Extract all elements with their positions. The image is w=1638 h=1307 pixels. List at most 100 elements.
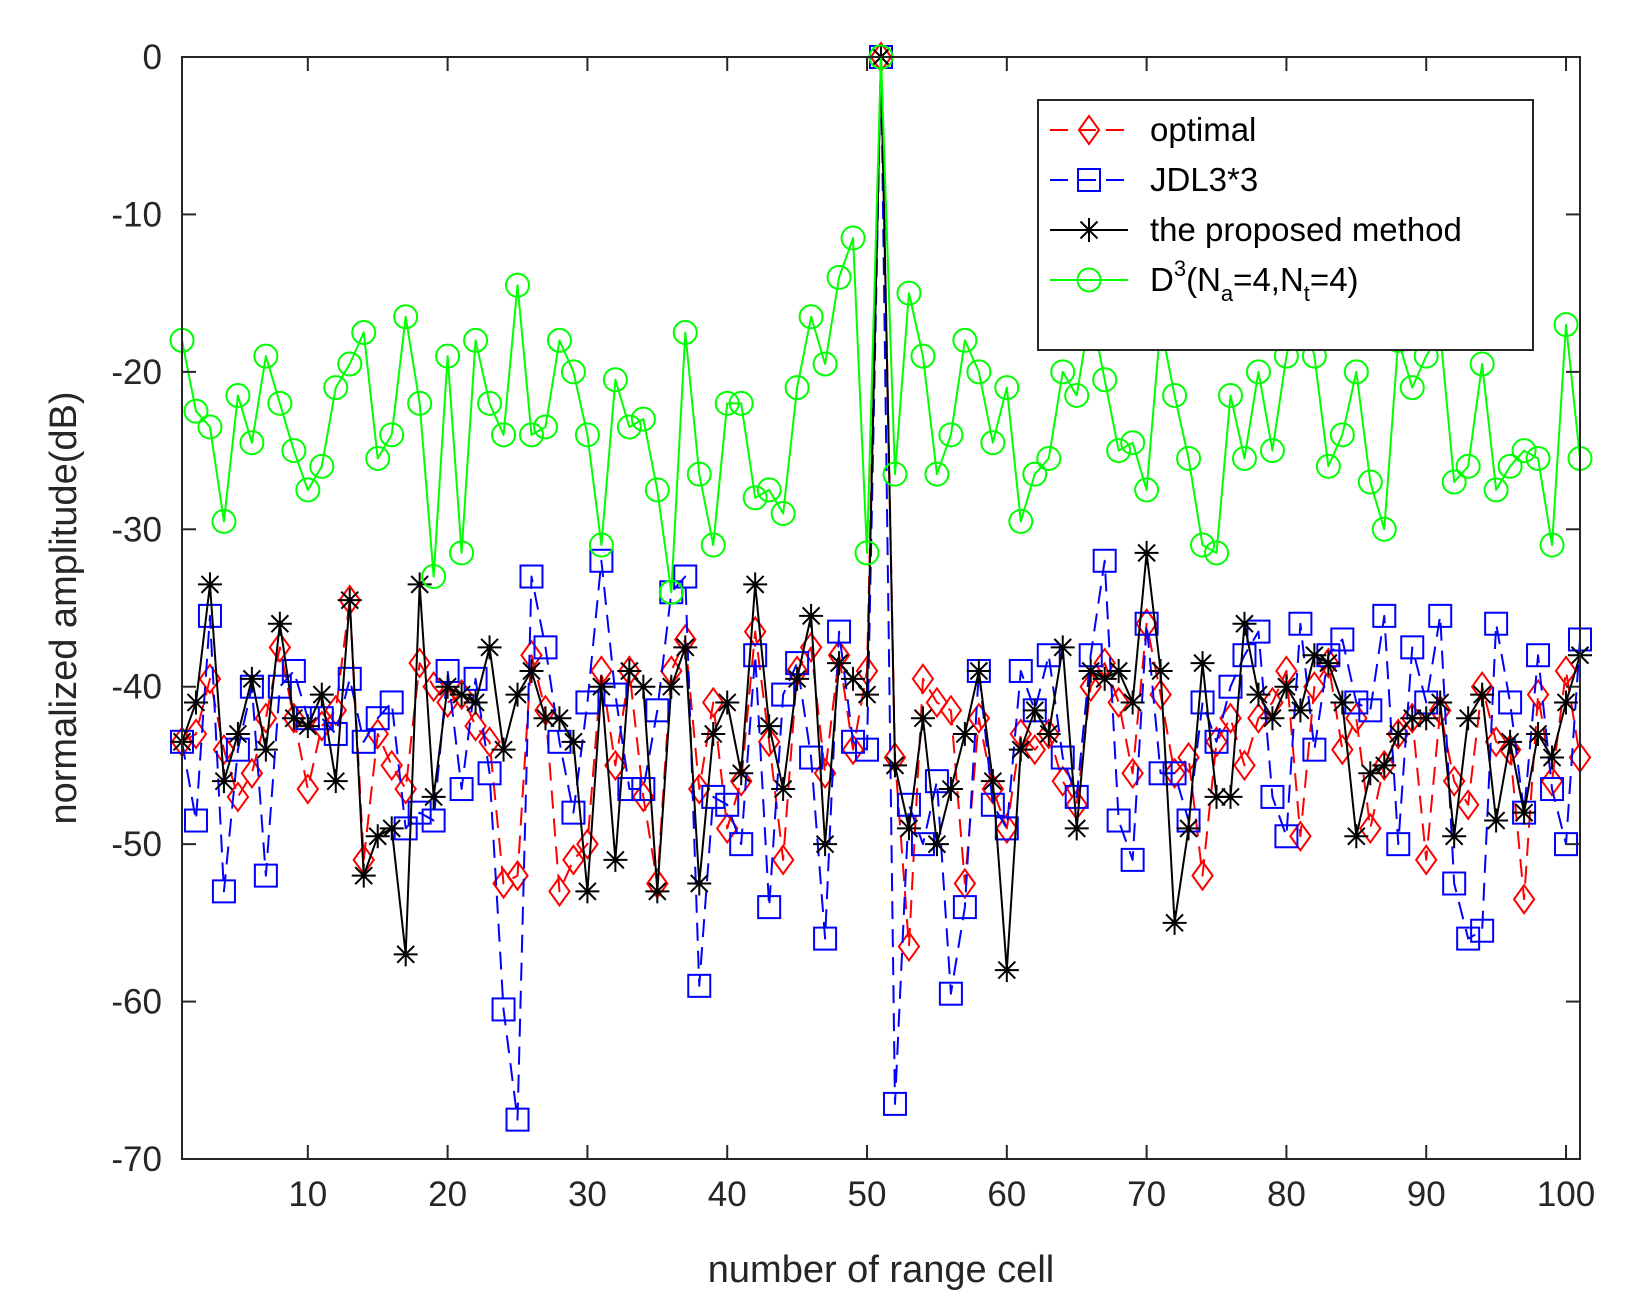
data-point-d-3-n-a-4-n-t-4 xyxy=(658,579,684,605)
data-point-jdl3-3 xyxy=(1190,690,1215,715)
data-point-d-3-n-a-4-n-t-4 xyxy=(225,382,251,408)
series-the-proposed-method xyxy=(170,45,1592,983)
data-point-jdl3-3 xyxy=(1274,824,1299,849)
data-point-jdl3-3 xyxy=(715,792,740,817)
data-point-the-proposed-method xyxy=(407,572,432,597)
data-point-d-3-n-a-4-n-t-4 xyxy=(532,414,558,440)
legend-label: JDL3*3 xyxy=(1150,161,1258,198)
data-point-d-3-n-a-4-n-t-4 xyxy=(1371,516,1397,542)
x-tick-label: 90 xyxy=(1407,1175,1446,1214)
data-point-jdl3-3 xyxy=(687,973,712,998)
data-point-d-3-n-a-4-n-t-4 xyxy=(1553,312,1579,338)
data-point-jdl3-3 xyxy=(477,761,502,786)
data-point-the-proposed-method xyxy=(1120,690,1145,715)
data-point-the-proposed-method xyxy=(1092,666,1117,691)
data-point-jdl3-3 xyxy=(267,674,292,699)
data-point-d-3-n-a-4-n-t-4 xyxy=(1469,351,1495,377)
data-point-optimal xyxy=(1121,757,1144,790)
legend-item-the-proposed-method: the proposed method xyxy=(1050,211,1462,248)
data-point-optimal xyxy=(1456,789,1480,821)
data-point-d-3-n-a-4-n-t-4 xyxy=(1315,453,1341,479)
data-point-jdl3-3 xyxy=(1498,690,1523,715)
data-point-the-proposed-method xyxy=(519,658,544,683)
x-tick-label: 50 xyxy=(848,1175,887,1214)
data-point-optimal xyxy=(268,631,292,664)
data-point-the-proposed-method xyxy=(673,635,698,660)
data-point-d-3-n-a-4-n-t-4 xyxy=(1525,445,1551,471)
data-point-optimal xyxy=(757,726,781,758)
data-point-d-3-n-a-4-n-t-4 xyxy=(1511,438,1537,464)
data-point-jdl3-3 xyxy=(1162,761,1187,786)
data-point-d-3-n-a-4-n-t-4 xyxy=(700,532,726,558)
data-point-the-proposed-method xyxy=(575,879,600,904)
data-point-jdl3-3 xyxy=(407,800,432,825)
data-point-d-3-n-a-4-n-t-4 xyxy=(1329,422,1355,448)
y-tick-label: -10 xyxy=(111,195,162,234)
y-tick-label: -60 xyxy=(111,983,162,1022)
data-point-d-3-n-a-4-n-t-4 xyxy=(1204,540,1230,566)
data-point-d-3-n-a-4-n-t-4 xyxy=(728,390,754,416)
data-point-the-proposed-method xyxy=(924,832,949,857)
data-point-the-proposed-method xyxy=(1246,682,1271,707)
data-point-jdl3-3 xyxy=(1428,603,1453,628)
data-point-d-3-n-a-4-n-t-4 xyxy=(686,461,712,487)
data-point-the-proposed-method xyxy=(687,871,712,896)
data-point-jdl3-3 xyxy=(813,926,838,951)
data-point-jdl3-3 xyxy=(1106,808,1131,833)
data-point-d-3-n-a-4-n-t-4 xyxy=(840,225,866,251)
legend-marker xyxy=(1077,114,1101,146)
data-point-d-3-n-a-4-n-t-4 xyxy=(882,461,908,487)
data-point-d-3-n-a-4-n-t-4 xyxy=(1497,453,1523,479)
data-point-d-3-n-a-4-n-t-4 xyxy=(211,508,237,534)
data-point-optimal xyxy=(1233,749,1256,782)
data-point-optimal xyxy=(408,647,431,679)
data-point-optimal xyxy=(729,765,753,797)
data-point-d-3-n-a-4-n-t-4 xyxy=(309,453,335,479)
x-axis-title: number of range cell xyxy=(708,1249,1054,1291)
data-point-the-proposed-method xyxy=(211,769,236,794)
data-point-jdl3-3 xyxy=(1246,619,1271,644)
legend-item-jdl3-3: JDL3*3 xyxy=(1050,161,1258,198)
data-point-d-3-n-a-4-n-t-4 xyxy=(1218,382,1243,408)
data-point-d-3-n-a-4-n-t-4 xyxy=(435,343,461,369)
data-point-d-3-n-a-4-n-t-4 xyxy=(463,327,489,353)
data-point-the-proposed-method xyxy=(701,721,726,746)
data-point-optimal xyxy=(701,686,725,719)
data-point-jdl3-3 xyxy=(1092,548,1117,573)
legend: optimal JDL3*3 the proposed method D3(Na=4,… xyxy=(1037,99,1534,351)
data-point-the-proposed-method xyxy=(659,674,684,699)
data-point-jdl3-3 xyxy=(952,895,977,920)
data-point-d-3-n-a-4-n-t-4 xyxy=(770,501,796,527)
data-point-jdl3-3 xyxy=(1526,643,1551,668)
data-point-jdl3-3 xyxy=(1484,611,1509,636)
data-point-the-proposed-method xyxy=(1428,690,1453,715)
data-point-jdl3-3 xyxy=(1540,777,1565,802)
data-point-the-proposed-method xyxy=(337,588,362,613)
y-tick-label: 0 xyxy=(143,38,162,77)
data-point-the-proposed-method xyxy=(813,832,838,857)
data-point-d-3-n-a-4-n-t-4 xyxy=(910,343,936,369)
data-point-optimal xyxy=(310,710,334,742)
data-point-d-3-n-a-4-n-t-4 xyxy=(602,367,628,393)
y-tick-label: -50 xyxy=(111,825,162,864)
data-point-jdl3-3 xyxy=(589,548,614,573)
data-point-the-proposed-method xyxy=(631,674,656,699)
data-point-the-proposed-method xyxy=(421,784,446,809)
data-point-the-proposed-method xyxy=(882,753,907,778)
y-tick-label: -70 xyxy=(111,1140,162,1179)
data-point-d-3-n-a-4-n-t-4 xyxy=(1022,461,1048,487)
y-tick-label: -40 xyxy=(111,668,162,707)
data-point-jdl3-3 xyxy=(896,792,921,817)
data-point-jdl3-3 xyxy=(645,698,670,723)
data-point-jdl3-3 xyxy=(1470,918,1495,943)
data-point-the-proposed-method xyxy=(952,721,977,746)
data-point-optimal xyxy=(1554,655,1578,687)
data-point-the-proposed-method xyxy=(323,769,348,794)
data-point-optimal xyxy=(995,812,1019,845)
data-point-the-proposed-method xyxy=(267,611,292,636)
data-point-the-proposed-method xyxy=(1134,540,1159,565)
x-tick-label: 30 xyxy=(568,1175,607,1214)
data-point-d-3-n-a-4-n-t-4 xyxy=(588,532,614,558)
data-point-d-3-n-a-4-n-t-4 xyxy=(994,375,1020,401)
data-point-optimal xyxy=(380,749,404,782)
